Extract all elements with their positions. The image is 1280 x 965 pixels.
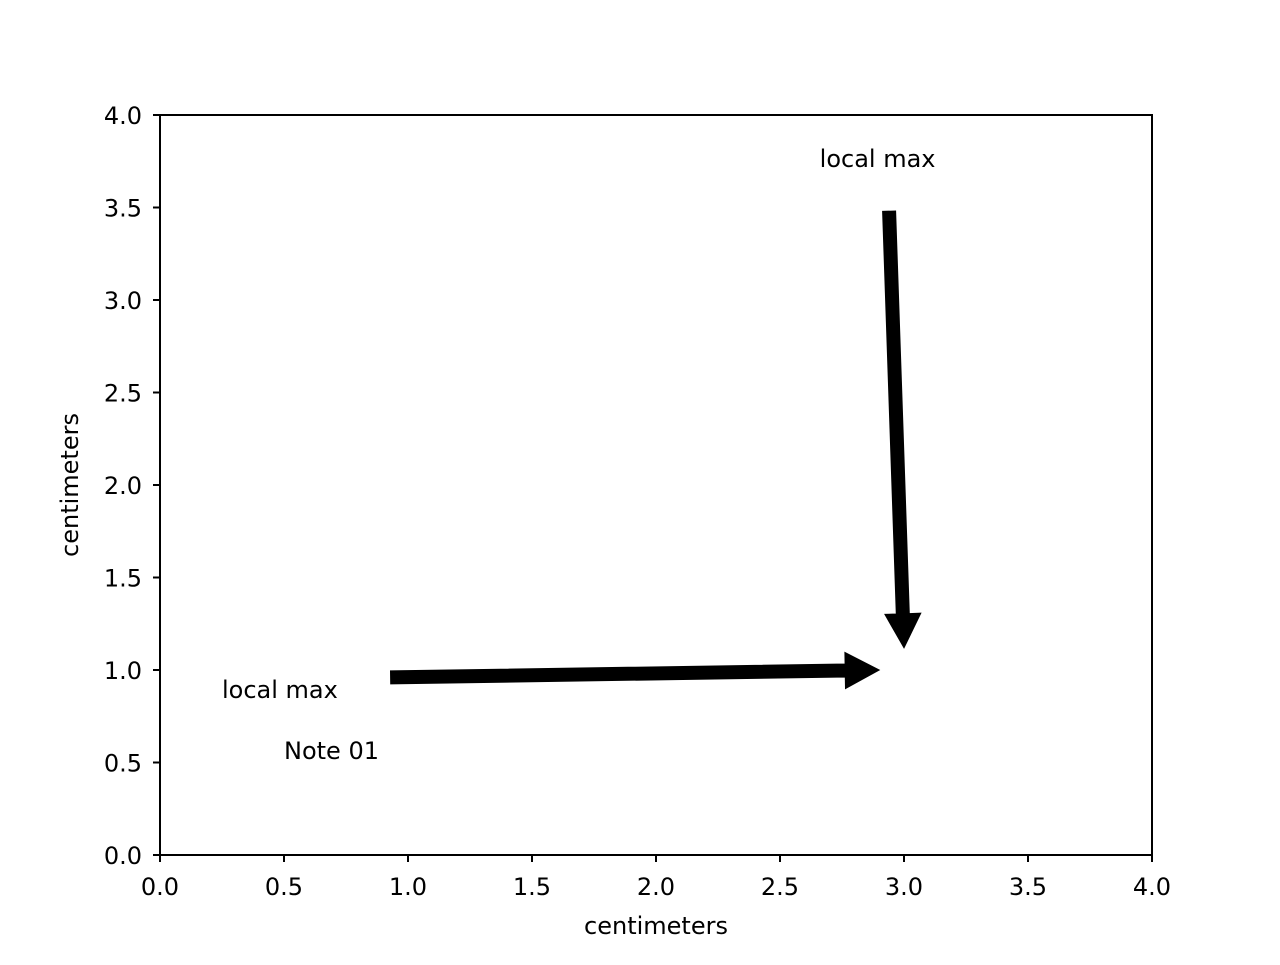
annotation-text: local max <box>222 676 338 704</box>
annotation-text: local max <box>820 145 936 173</box>
y-tick-label: 0.5 <box>104 750 142 778</box>
x-tick-label: 3.0 <box>885 873 923 901</box>
x-tick-label: 3.5 <box>1009 873 1047 901</box>
y-tick-label: 1.5 <box>104 565 142 593</box>
annotations-layer: local max local max Note 01 <box>222 145 936 765</box>
x-axis-ticks: 0.0 0.5 1.0 1.5 2.0 2.5 3.0 3.5 4.0 <box>141 855 1171 901</box>
y-tick-label: 3.0 <box>104 287 142 315</box>
annotation-arrow <box>882 210 922 649</box>
y-tick-label: 2.0 <box>104 472 142 500</box>
y-tick-label: 1.0 <box>104 657 142 685</box>
x-tick-label: 0.0 <box>141 873 179 901</box>
y-tick-label: 3.5 <box>104 195 142 223</box>
y-axis-ticks: 0.0 0.5 1.0 1.5 2.0 2.5 3.0 3.5 4.0 <box>104 102 160 870</box>
x-tick-label: 2.5 <box>761 873 799 901</box>
annotation-arrow <box>389 651 881 690</box>
y-tick-label: 2.5 <box>104 380 142 408</box>
y-tick-label: 0.0 <box>104 842 142 870</box>
x-tick-label: 2.0 <box>637 873 675 901</box>
x-tick-label: 1.0 <box>389 873 427 901</box>
x-tick-label: 1.5 <box>513 873 551 901</box>
x-tick-label: 4.0 <box>1133 873 1171 901</box>
y-axis-label: centimeters <box>56 413 84 557</box>
x-axis-label: centimeters <box>584 912 728 940</box>
x-tick-label: 0.5 <box>265 873 303 901</box>
y-tick-label: 4.0 <box>104 102 142 130</box>
annotation-text: Note 01 <box>284 737 379 765</box>
